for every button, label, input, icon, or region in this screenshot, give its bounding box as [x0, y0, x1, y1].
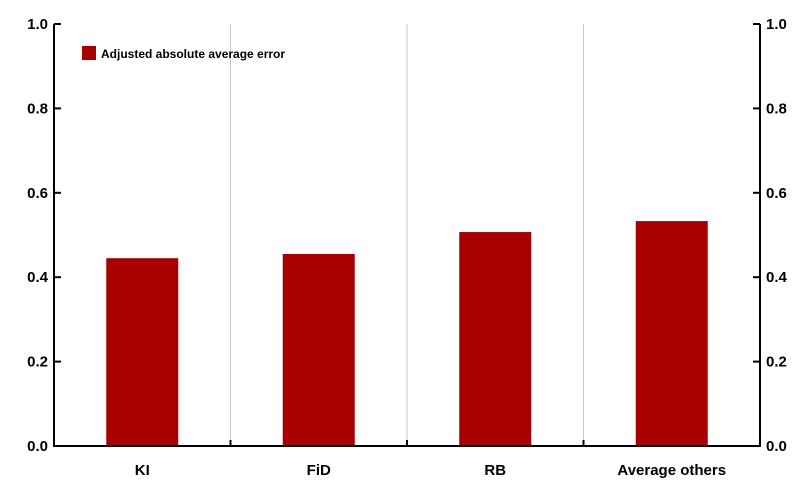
y-axis-right: 0.0 0.2 0.4 0.6 0.8 1.0 — [753, 16, 788, 455]
bars — [106, 221, 708, 446]
y-tick-label-left: 0.6 — [27, 185, 48, 202]
x-tick-label: Average others — [617, 462, 726, 479]
y-tick-label-left: 0.8 — [27, 100, 48, 117]
y-tick-label-right: 0.8 — [766, 100, 787, 117]
bar-fid — [282, 253, 355, 446]
y-axis-left: 0.0 0.2 0.4 0.6 0.8 1.0 — [27, 16, 61, 455]
legend-swatch — [82, 46, 96, 60]
y-tick-label-right: 0.2 — [766, 354, 787, 371]
x-tick-label: KI — [135, 462, 150, 479]
bar-rb — [459, 232, 532, 446]
bar-ki — [106, 258, 179, 446]
y-tick-label-right: 0.6 — [766, 185, 787, 202]
axes — [53, 24, 761, 447]
x-tick-label: FiD — [307, 462, 331, 479]
bar-average-others — [635, 221, 708, 446]
y-tick-label-left: 0.4 — [27, 269, 49, 286]
grid-lines — [230, 24, 584, 446]
y-tick-label-right: 1.0 — [766, 16, 787, 33]
y-tick-label-left: 0.0 — [27, 438, 48, 455]
legend-label: Adjusted absolute average error — [101, 47, 285, 61]
x-tick-label: RB — [484, 462, 506, 479]
x-axis: KI FiD RB Average others — [135, 462, 726, 479]
y-tick-label-left: 1.0 — [27, 16, 48, 33]
y-tick-label-right: 0.0 — [766, 438, 787, 455]
legend: Adjusted absolute average error — [82, 46, 285, 61]
y-tick-label-right: 0.4 — [766, 269, 788, 286]
y-tick-label-left: 0.2 — [27, 354, 48, 371]
